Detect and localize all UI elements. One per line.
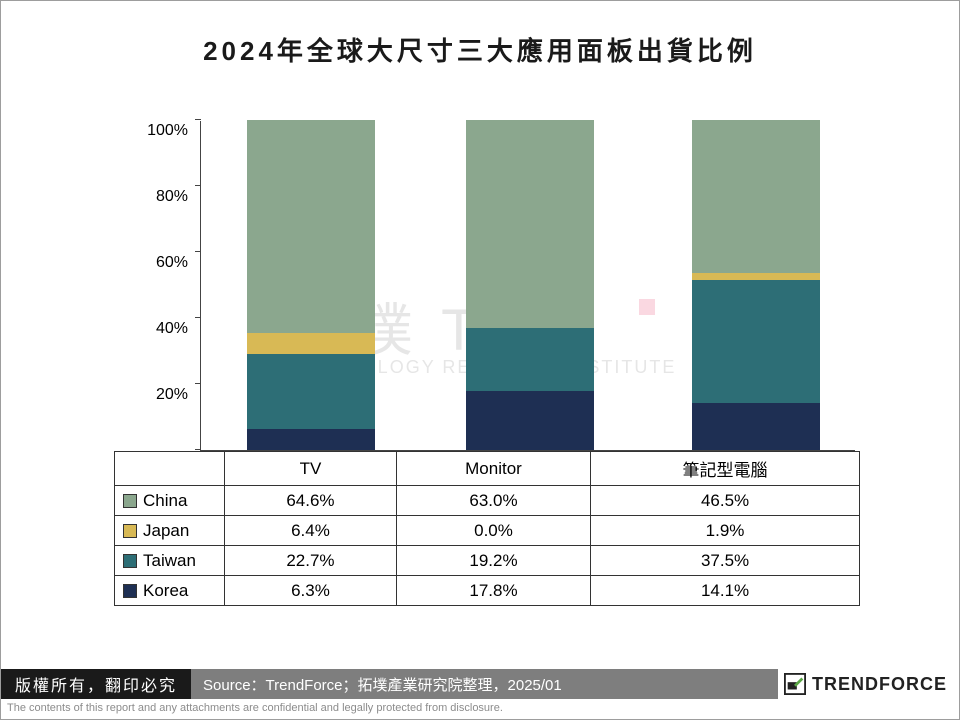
- disclaimer-text: The contents of this report and any atta…: [1, 699, 959, 719]
- plot-area: 拓墣 TRI TOPOLOGY RESEARCH INSTITUTE: [200, 121, 855, 451]
- footer-bar: 版權所有，翻印必究 Source：TrendForce；拓墣產業研究院整理，20…: [1, 669, 959, 699]
- table-row: Taiwan22.7%19.2%37.5%: [115, 546, 860, 576]
- watermark-pink-box: [639, 299, 655, 315]
- y-tick-mark: [195, 317, 201, 318]
- trendforce-logo-text: TRENDFORCE: [812, 674, 947, 695]
- bar-column: [466, 121, 594, 450]
- table-col-header: 筆記型電腦: [591, 452, 860, 486]
- table-header-row: TV Monitor 筆記型電腦: [115, 452, 860, 486]
- table-cell: 63.0%: [396, 486, 590, 516]
- legend-swatch: [123, 494, 137, 508]
- trendforce-logo-icon: [784, 673, 806, 695]
- bar-column: [692, 121, 820, 450]
- y-tick-mark: [195, 383, 201, 384]
- table-cell: 37.5%: [591, 546, 860, 576]
- legend-swatch: [123, 554, 137, 568]
- y-tick-label: 20%: [108, 386, 188, 404]
- source-label: Source：TrendForce；拓墣產業研究院整理，2025/01: [191, 669, 778, 699]
- y-tick-mark: [195, 449, 201, 450]
- table-row: Japan6.4%0.0%1.9%: [115, 516, 860, 546]
- table-cell: 64.6%: [225, 486, 397, 516]
- y-tick-label: 80%: [108, 188, 188, 206]
- data-table: TV Monitor 筆記型電腦 China64.6%63.0%46.5%Jap…: [114, 451, 860, 606]
- legend-swatch: [123, 584, 137, 598]
- bar-segment: [466, 120, 594, 328]
- logo-box: TRENDFORCE: [778, 669, 959, 699]
- bar-segment: [466, 391, 594, 450]
- page-title: 2024年全球大尺寸三大應用面板出貨比例: [1, 31, 959, 68]
- bar-segment: [247, 333, 375, 354]
- legend-swatch: [123, 524, 137, 538]
- table-cell: 22.7%: [225, 546, 397, 576]
- bar-segment: [692, 280, 820, 404]
- bar-segment: [247, 354, 375, 429]
- table-cell: 19.2%: [396, 546, 590, 576]
- table-cell: 6.4%: [225, 516, 397, 546]
- table-cell: 1.9%: [591, 516, 860, 546]
- bar-segment: [466, 328, 594, 391]
- stacked-bar-chart: 0%20%40%60%80%100% 拓墣 TRI TOPOLOGY RESEA…: [116, 121, 856, 451]
- bar-segment: [247, 120, 375, 333]
- y-tick-label: 60%: [108, 254, 188, 272]
- table-row-label: Korea: [115, 576, 225, 606]
- table-row: Korea6.3%17.8%14.1%: [115, 576, 860, 606]
- table-row-label: Taiwan: [115, 546, 225, 576]
- bar-segment: [692, 120, 820, 273]
- table-cell: 0.0%: [396, 516, 590, 546]
- table-col-header: Monitor: [396, 452, 590, 486]
- y-tick-label: 100%: [108, 122, 188, 140]
- table-body: China64.6%63.0%46.5%Japan6.4%0.0%1.9%Tai…: [115, 486, 860, 606]
- table-cell: 46.5%: [591, 486, 860, 516]
- y-tick-label: 40%: [108, 320, 188, 338]
- table-row-label: Japan: [115, 516, 225, 546]
- trendforce-logo: TRENDFORCE: [784, 673, 947, 695]
- bar-segment: [247, 429, 375, 450]
- y-tick-mark: [195, 185, 201, 186]
- table-corner-cell: [115, 452, 225, 486]
- y-tick-mark: [195, 251, 201, 252]
- copyright-label: 版權所有，翻印必究: [1, 669, 191, 699]
- table-col-header: TV: [225, 452, 397, 486]
- page: 2024年全球大尺寸三大應用面板出貨比例 0%20%40%60%80%100% …: [0, 0, 960, 720]
- y-axis: 0%20%40%60%80%100%: [106, 121, 196, 451]
- y-tick-mark: [195, 119, 201, 120]
- table-cell: 6.3%: [225, 576, 397, 606]
- bar-column: [247, 121, 375, 450]
- table-cell: 17.8%: [396, 576, 590, 606]
- table-row-label: China: [115, 486, 225, 516]
- table-cell: 14.1%: [591, 576, 860, 606]
- footer: 版權所有，翻印必究 Source：TrendForce；拓墣產業研究院整理，20…: [1, 669, 959, 719]
- bar-segment: [692, 403, 820, 450]
- table-row: China64.6%63.0%46.5%: [115, 486, 860, 516]
